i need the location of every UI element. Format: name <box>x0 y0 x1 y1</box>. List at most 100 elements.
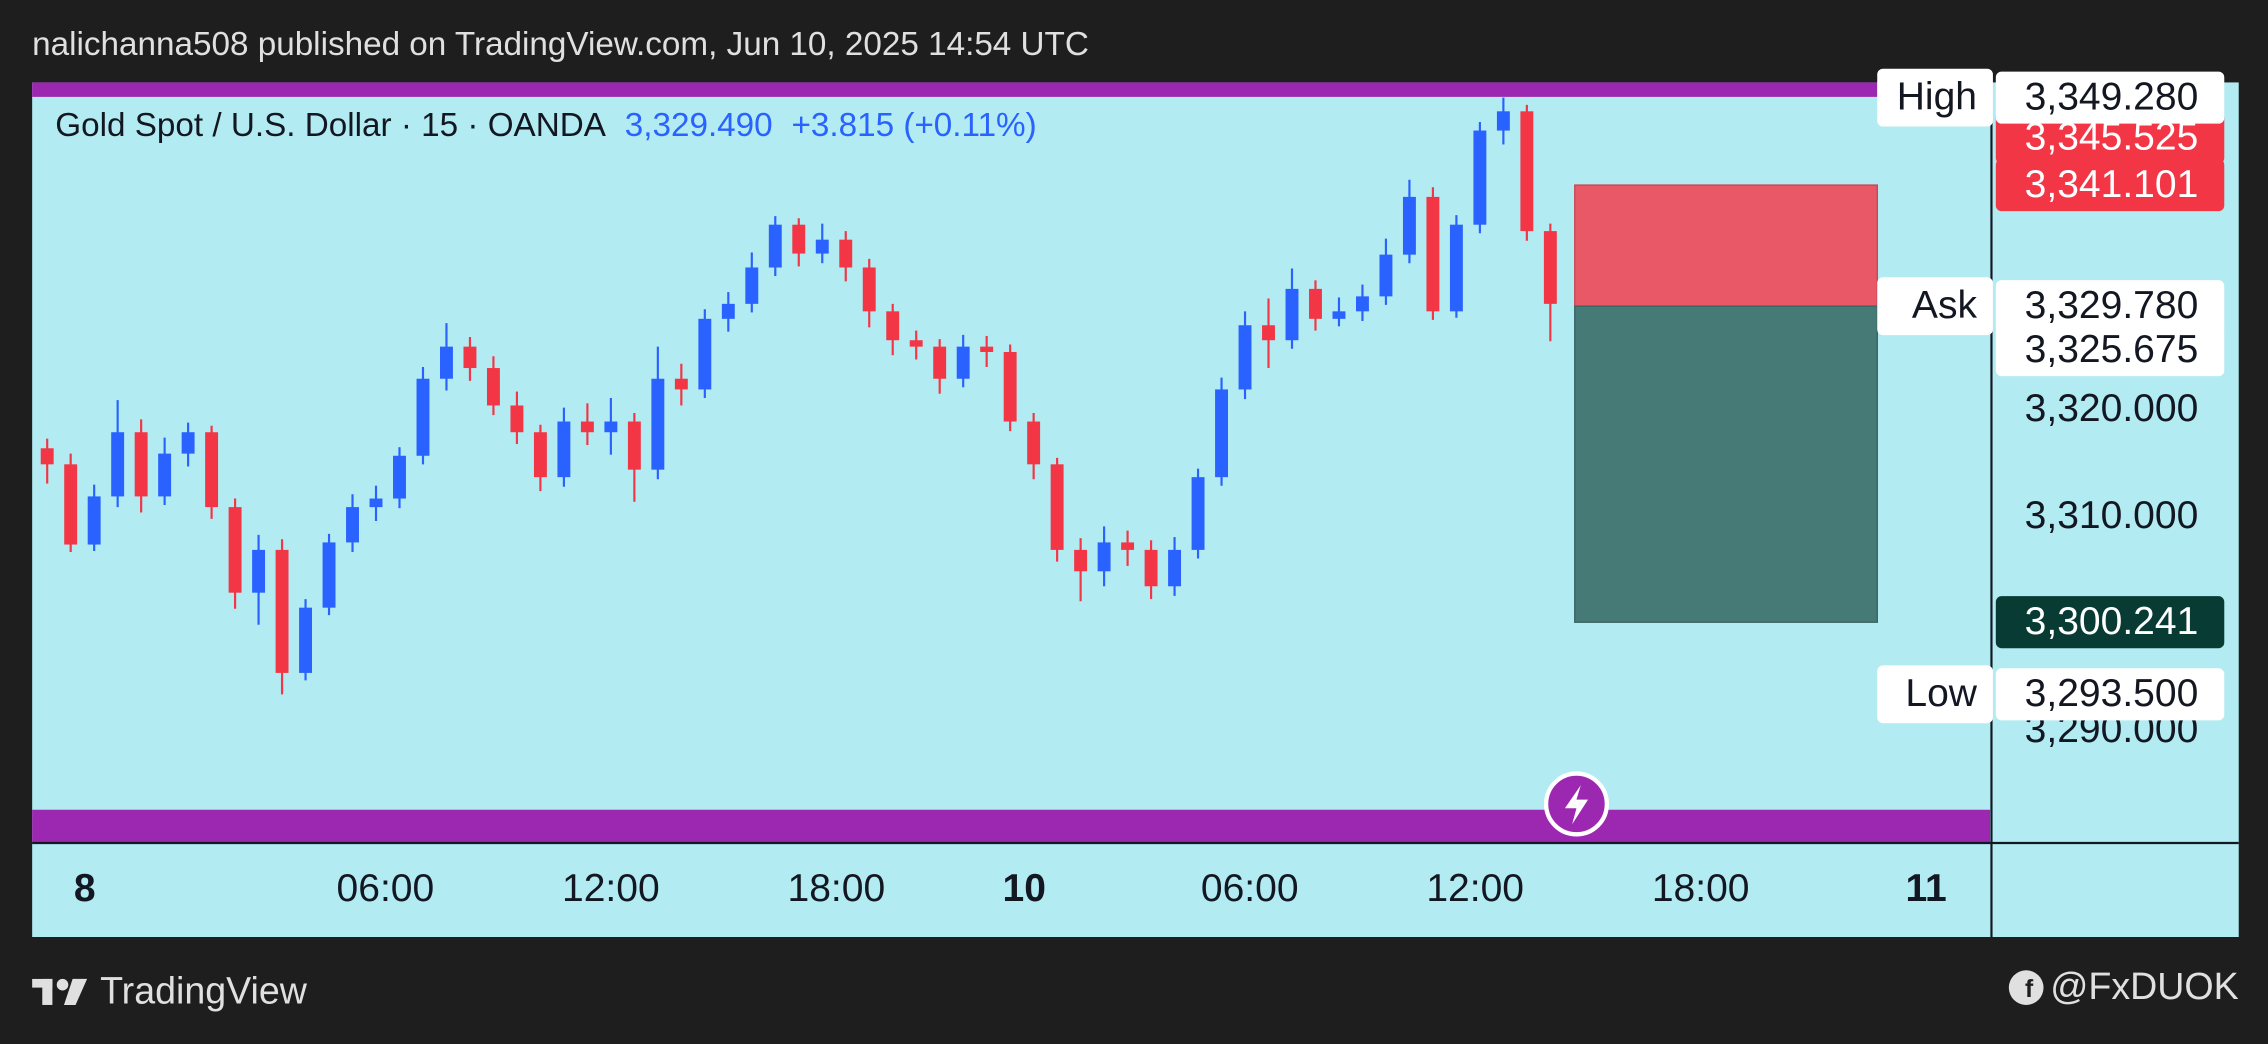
price-label: 3,300.241 <box>1995 596 2225 649</box>
price-label-box <box>1995 159 2225 212</box>
legend-change: +3.815 (+0.11%) <box>791 107 1036 144</box>
candle-body <box>1238 325 1252 390</box>
candle-body <box>181 432 195 454</box>
candle-body <box>862 267 876 312</box>
stop-zone <box>1574 184 1879 307</box>
y-tick-label: 3,310.000 <box>2025 494 2199 537</box>
candle-body <box>299 607 313 673</box>
price-tag-box <box>1877 665 1993 724</box>
candle-body <box>1379 254 1393 297</box>
price-label: 3,349.280 High <box>1877 68 2225 127</box>
price-label-box <box>1995 111 2225 164</box>
candle-body <box>557 421 571 478</box>
price-label: 3,329.780 Ask <box>1877 277 2225 336</box>
candle-body <box>87 496 101 545</box>
candle-body <box>721 303 735 319</box>
candle-body <box>604 421 618 433</box>
candle-body <box>1027 421 1041 465</box>
candle-body <box>1332 311 1346 319</box>
candle-body <box>886 311 900 341</box>
target-zone <box>1574 305 1879 623</box>
legend-symbol: Gold Spot / U.S. Dollar · 15 · OANDA <box>55 107 606 144</box>
candle-body <box>1003 351 1017 422</box>
price-label-box <box>1995 71 2225 124</box>
price-tag-text: Ask <box>1912 284 1978 327</box>
price-label-text: 3,325.675 <box>2025 328 2199 371</box>
candle-body <box>1215 389 1228 478</box>
candle-body <box>533 432 547 478</box>
candle-body <box>651 378 665 470</box>
axes: 8 06:00 12:00 18:00 10 06:00 12:00 18:00 113,290… <box>74 68 2225 910</box>
candle-body <box>768 224 782 268</box>
candle-body <box>1191 477 1205 550</box>
icon-circle <box>2008 970 2044 1005</box>
price-label-text: 3,329.780 <box>2025 284 2199 327</box>
price-label: 3,325.675 <box>1995 324 2225 377</box>
logo-part <box>42 978 53 1005</box>
candle-body <box>1097 542 1111 572</box>
candle-body <box>64 464 78 545</box>
candle-body <box>1168 549 1182 587</box>
candle-body <box>1449 224 1463 312</box>
candle-body <box>1050 464 1064 550</box>
candle-body <box>815 239 829 254</box>
price-label-text: 3,293.500 <box>2025 672 2199 715</box>
candle-body <box>698 318 712 390</box>
x-tick-label: 10 <box>1003 867 1046 910</box>
candle-body <box>674 378 688 390</box>
handle: @FxDUOK <box>2050 965 2238 1007</box>
x-tick-label: 8 <box>74 867 96 910</box>
publisher: nalichanna508 published on TradingView.c… <box>32 26 1089 63</box>
x-tick-label: 18:00 <box>788 867 886 910</box>
candle-body <box>510 405 524 433</box>
price-label-box <box>1995 280 2225 333</box>
price-label-box <box>1995 324 2225 377</box>
icon-letter: f <box>2025 976 2034 1003</box>
chart-panel <box>32 82 2239 937</box>
x-tick-label: 12:00 <box>1426 867 1524 910</box>
candle-body <box>1285 288 1299 341</box>
candle-body <box>486 368 500 406</box>
candle-body <box>627 421 641 470</box>
logo-part <box>32 978 53 988</box>
candle-body <box>416 378 430 456</box>
candle-body <box>1355 296 1369 312</box>
brand: TradingView <box>100 969 308 1011</box>
brand-logo <box>32 978 88 1005</box>
price-label-box <box>1995 668 2225 721</box>
price-tag-box <box>1877 277 1993 336</box>
candle-body <box>1426 196 1440 312</box>
candle-body <box>440 346 453 379</box>
candle-body <box>1496 111 1510 131</box>
candle-body <box>909 340 923 347</box>
candle-body <box>228 507 242 593</box>
x-tick-label: 06:00 <box>1201 867 1299 910</box>
price-label-box <box>1995 596 2225 649</box>
candle-body <box>1074 549 1088 572</box>
y-tick-label: 3,320.000 <box>2025 387 2199 430</box>
candle-body <box>134 432 148 497</box>
price-tag-text: Low <box>1905 672 1977 715</box>
price-tag-box <box>1877 68 1993 127</box>
candle-body <box>252 549 266 593</box>
candle-body <box>1144 549 1158 587</box>
price-label: 3,341.101 <box>1995 159 2225 212</box>
candle-body <box>463 346 477 369</box>
alert-icon <box>1543 771 1610 837</box>
alert-bolt <box>1564 785 1589 825</box>
candle-body <box>839 239 853 268</box>
bottom-band <box>32 809 1991 844</box>
candle-body <box>40 448 54 465</box>
price-label-text: 3,341.101 <box>2025 163 2199 206</box>
candle-body <box>1473 130 1487 225</box>
candle-body <box>205 432 219 508</box>
x-tick-label: 06:00 <box>337 867 435 910</box>
candle-body <box>792 224 806 254</box>
logo-part <box>63 978 88 1005</box>
candle-body <box>980 346 994 352</box>
candle-body <box>1520 111 1534 232</box>
candle-body <box>275 549 289 673</box>
candle-body <box>346 507 359 543</box>
